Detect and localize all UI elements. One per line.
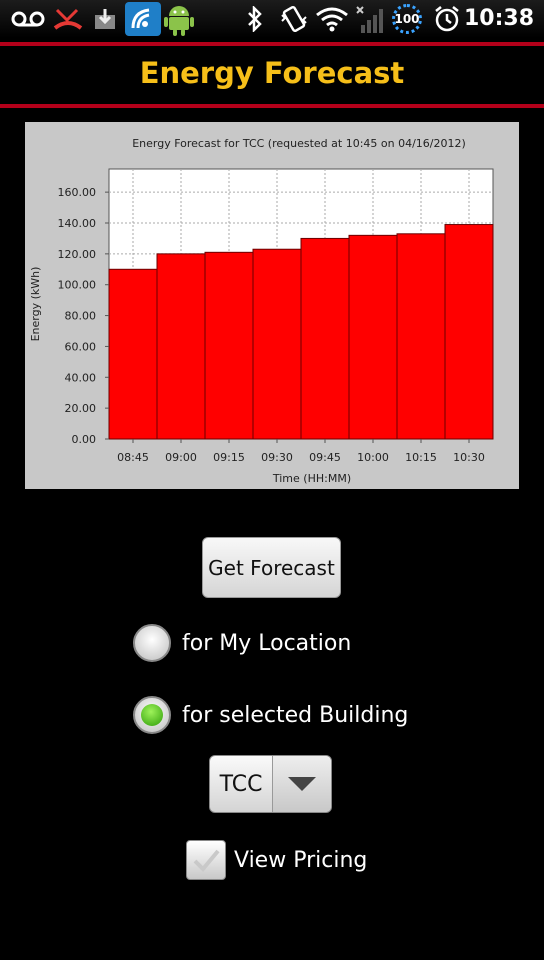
x-tick-label: 09:00 — [165, 451, 197, 464]
x-tick-label: 10:30 — [453, 451, 485, 464]
signal-icon — [354, 0, 386, 38]
page-title: Energy Forecast — [139, 56, 405, 90]
bar-09:45 — [300, 237, 350, 440]
radio-selected-building-circle[interactable] — [133, 696, 171, 734]
x-axis-label: Time (HH:MM) — [272, 472, 351, 485]
y-tick-label: 20.00 — [65, 402, 97, 415]
x-tick-label: 09:15 — [213, 451, 245, 464]
hotspot-app-icon — [124, 0, 162, 38]
energy-forecast-chart: Energy Forecast for TCC (requested at 10… — [25, 122, 519, 489]
battery-icon: 100 — [392, 4, 422, 34]
radio-selected-dot — [141, 704, 163, 726]
chart-title: Energy Forecast for TCC (requested at 10… — [132, 137, 466, 150]
title-divider-top — [0, 42, 544, 46]
building-dropdown[interactable]: TCC — [209, 755, 332, 813]
get-forecast-button[interactable]: Get Forecast — [202, 537, 341, 598]
x-tick-label: 08:45 — [117, 451, 149, 464]
alarm-icon — [432, 0, 462, 38]
y-tick-label: 0.00 — [72, 433, 97, 446]
y-tick-label: 80.00 — [65, 310, 97, 323]
title-divider-bottom — [0, 104, 544, 108]
bar-10:30 — [444, 224, 494, 440]
bar-09:15 — [204, 251, 254, 440]
x-tick-label: 09:30 — [261, 451, 293, 464]
wifi-icon — [314, 0, 350, 38]
chart-canvas: Energy Forecast for TCC (requested at 10… — [29, 137, 494, 485]
y-axis-label: Energy (kWh) — [29, 267, 42, 342]
bar-10:00 — [348, 234, 398, 440]
x-tick-label: 10:00 — [357, 451, 389, 464]
view-pricing-checkbox[interactable] — [186, 840, 226, 880]
dropdown-arrow-button[interactable] — [272, 756, 331, 812]
download-icon — [92, 0, 118, 38]
y-tick-label: 60.00 — [65, 340, 97, 353]
radio-my-location[interactable]: for My Location — [133, 623, 351, 663]
y-tick-label: 140.00 — [58, 217, 97, 230]
view-pricing-label: View Pricing — [234, 847, 368, 873]
clock: 10:38 — [463, 6, 534, 31]
bar-10:15 — [396, 233, 446, 440]
android-icon — [162, 0, 196, 38]
status-bar: 100 10:38 — [0, 0, 544, 38]
x-tick-label: 10:15 — [405, 451, 437, 464]
y-tick-label: 120.00 — [58, 248, 97, 261]
voicemail-icon — [10, 0, 46, 38]
radio-my-location-label: for My Location — [182, 630, 352, 656]
y-tick-label: 160.00 — [58, 186, 97, 199]
battery-level: 100 — [394, 12, 420, 26]
view-pricing-checkbox-row[interactable]: View Pricing — [186, 840, 367, 880]
missed-call-icon — [52, 0, 84, 38]
y-tick-label: 100.00 — [58, 279, 97, 292]
bar-09:30 — [252, 248, 302, 440]
y-tick-label: 40.00 — [65, 371, 97, 384]
check-icon — [193, 849, 220, 872]
vibrate-icon — [278, 0, 310, 38]
bar-08:45 — [108, 268, 158, 440]
bluetooth-icon — [244, 0, 266, 38]
radio-selected-building[interactable]: for selected Building — [133, 695, 408, 735]
building-dropdown-value: TCC — [219, 771, 263, 797]
bar-09:00 — [156, 253, 206, 440]
x-tick-label: 09:45 — [309, 451, 341, 464]
chevron-down-icon — [288, 777, 316, 791]
radio-selected-building-label: for selected Building — [182, 702, 409, 728]
radio-my-location-circle[interactable] — [133, 624, 171, 662]
